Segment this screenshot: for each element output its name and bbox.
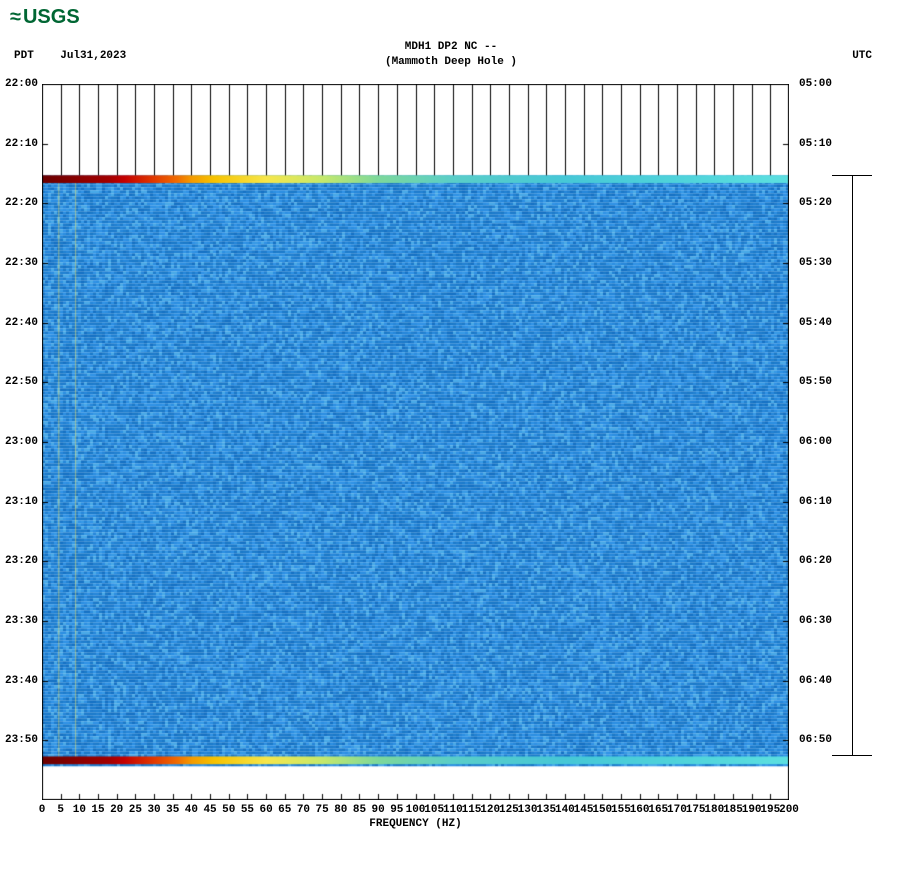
xtick: 160 [630, 804, 650, 816]
xtick: 185 [723, 804, 743, 816]
title-line-1: MDH1 DP2 NC -- [0, 40, 902, 55]
ytick-left: 22:30 [5, 257, 38, 269]
xtick: 70 [297, 804, 310, 816]
xtick: 55 [241, 804, 254, 816]
xtick: 80 [334, 804, 347, 816]
xtick: 90 [372, 804, 385, 816]
xtick: 180 [704, 804, 724, 816]
xtick: 15 [91, 804, 104, 816]
ytick-right: 05:30 [799, 257, 832, 269]
ytick-left: 23:30 [5, 615, 38, 627]
ytick-left: 23:40 [5, 675, 38, 687]
xtick: 65 [278, 804, 291, 816]
xtick: 105 [424, 804, 444, 816]
xtick: 115 [462, 804, 482, 816]
date-label: Jul31,2023 [60, 50, 126, 62]
xtick: 0 [39, 804, 46, 816]
xtick: 75 [316, 804, 329, 816]
xtick: 40 [185, 804, 198, 816]
ytick-right: 05:40 [799, 317, 832, 329]
xtick: 135 [536, 804, 556, 816]
ytick-left: 22:10 [5, 138, 38, 150]
xtick: 150 [592, 804, 612, 816]
x-axis-label: FREQUENCY (HZ) [42, 818, 789, 830]
xtick: 155 [611, 804, 631, 816]
xtick: 165 [648, 804, 668, 816]
xtick: 190 [742, 804, 762, 816]
ytick-left: 22:50 [5, 376, 38, 388]
xtick: 85 [353, 804, 366, 816]
xtick: 20 [110, 804, 123, 816]
xtick: 110 [443, 804, 463, 816]
chart-title: MDH1 DP2 NC -- (Mammoth Deep Hole ) [0, 40, 902, 70]
xtick: 45 [203, 804, 216, 816]
xtick: 60 [259, 804, 272, 816]
xtick: 25 [129, 804, 142, 816]
tz-right: UTC [852, 50, 872, 62]
xtick: 125 [499, 804, 519, 816]
ytick-left: 23:00 [5, 436, 38, 448]
xtick: 130 [518, 804, 538, 816]
xtick: 175 [686, 804, 706, 816]
ytick-right: 05:20 [799, 197, 832, 209]
ytick-right: 05:50 [799, 376, 832, 388]
ytick-right: 06:30 [799, 615, 832, 627]
xtick: 35 [166, 804, 179, 816]
tz-left: PDT Jul31,2023 [14, 50, 126, 62]
ytick-right: 06:00 [799, 436, 832, 448]
xtick: 100 [406, 804, 426, 816]
usgs-logo: USGS [10, 6, 80, 29]
xtick: 195 [760, 804, 780, 816]
xtick: 10 [73, 804, 86, 816]
range-indicator [832, 175, 872, 756]
xtick: 140 [555, 804, 575, 816]
spectrogram-canvas [42, 84, 789, 800]
ytick-right: 06:50 [799, 734, 832, 746]
xtick: 120 [480, 804, 500, 816]
xtick: 30 [147, 804, 160, 816]
ytick-left: 22:40 [5, 317, 38, 329]
ytick-right: 06:40 [799, 675, 832, 687]
xtick: 170 [667, 804, 687, 816]
ytick-left: 23:20 [5, 555, 38, 567]
ytick-left: 23:10 [5, 496, 38, 508]
ytick-left: 22:00 [5, 78, 38, 90]
ytick-left: 22:20 [5, 197, 38, 209]
ytick-left: 23:50 [5, 734, 38, 746]
tz-left-label: PDT [14, 50, 34, 62]
ytick-right: 05:00 [799, 78, 832, 90]
ytick-right: 06:20 [799, 555, 832, 567]
xtick: 5 [57, 804, 64, 816]
xtick: 95 [390, 804, 403, 816]
title-line-2: (Mammoth Deep Hole ) [0, 55, 902, 70]
ytick-right: 06:10 [799, 496, 832, 508]
xtick: 200 [779, 804, 799, 816]
xtick: 50 [222, 804, 235, 816]
xtick: 145 [574, 804, 594, 816]
ytick-right: 05:10 [799, 138, 832, 150]
